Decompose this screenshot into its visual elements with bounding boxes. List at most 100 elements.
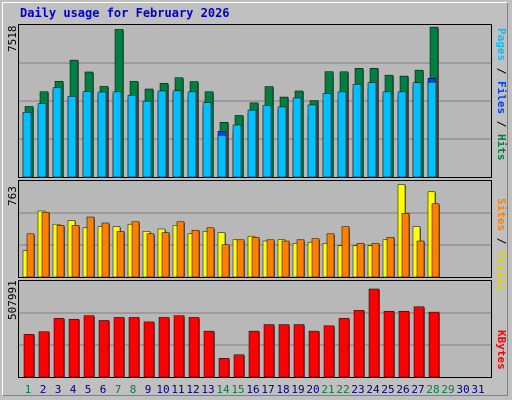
pages-bar [397,91,407,178]
day-label: 1 [24,383,32,396]
day-label: 7 [114,383,122,396]
kbytes-bar [218,358,230,378]
sites-bar [236,239,245,278]
day-label: 26 [396,383,410,396]
day-label: 23 [351,383,365,396]
day-label: 17 [261,383,275,396]
sites-bar [146,233,155,278]
kbytes-bar [413,306,425,378]
day-label: 28 [426,383,440,396]
sites-bar [191,229,200,278]
day-label: 20 [306,383,320,396]
pages-bar [352,84,362,178]
pages-bar [262,105,272,178]
pages-bar [112,91,122,178]
day-label: 8 [129,383,137,396]
pages-bar [157,90,167,178]
kbytes-bar [83,315,95,378]
pages-bar [22,111,32,178]
day-label: 22 [336,383,350,396]
pages-bar [217,134,227,178]
pages-bar [232,124,242,178]
pages-bar [37,103,47,178]
pages-bar [82,91,92,178]
sites-bar [311,238,320,278]
sites-bar [386,237,395,278]
sites-bar [26,233,35,278]
sites-bar [326,233,335,278]
day-label: 3 [54,383,62,396]
kbytes-bar [128,317,140,378]
pages-bar [307,104,317,178]
kbytes-bar [263,324,275,378]
day-label: 5 [84,383,92,396]
sites-bar [371,243,380,278]
sites-bar [221,244,230,278]
kbytes-bar [158,317,170,378]
pages-bar [322,93,332,178]
kbytes-bar [308,330,320,378]
pages-bar [202,102,212,178]
kbytes-bar [38,331,50,378]
pages-bar [67,96,77,178]
day-label: 27 [411,383,425,396]
day-label: 11 [171,383,185,396]
day-label: 12 [186,383,200,396]
day-label: 18 [276,383,290,396]
sites-bar [341,226,350,278]
pages-bar [97,91,107,178]
day-label: 13 [201,383,215,396]
day-label: 10 [156,383,170,396]
day-label: 6 [99,383,107,396]
sites-bar [416,240,425,278]
outer-frame [2,2,508,396]
kbytes-bar [113,317,125,378]
day-label: 15 [231,383,245,396]
day-label: 9 [144,383,152,396]
pages-bar [187,91,197,178]
chart-title: Daily usage for February 2026 [20,6,230,20]
sites-bar [251,237,260,278]
sites-bar [176,221,185,278]
sites-bar [41,211,50,278]
pages-bar [142,100,152,178]
pages-bar [247,109,257,178]
pages-bar [412,82,422,178]
sites-bar [356,243,365,278]
kbytes-bar [68,318,80,378]
kbytes-bar [293,324,305,378]
day-label: 14 [216,383,230,396]
day-label: 16 [246,383,260,396]
kbytes-bar [173,315,185,378]
sites-bar [116,231,125,278]
sites-bar [86,216,95,278]
pages-bar [337,91,347,178]
sites-bar [206,227,215,278]
pages-bar [52,87,62,178]
pages-bar [367,82,377,178]
sites-bar [431,203,440,278]
kbytes-bar [428,311,440,378]
sites-bar [131,221,140,278]
kbytes-bar [398,310,410,378]
sites-bar [401,213,410,278]
sites-bar [266,239,275,278]
kbytes-bar [188,317,200,378]
kbytes-bar [368,288,380,378]
day-label: 19 [291,383,305,396]
kbytes-bar [248,330,260,378]
sites-bar [281,240,290,278]
day-label: 21 [321,383,335,396]
kbytes-bar [338,318,350,378]
day-label: 30 [456,383,470,396]
pages-bar [292,97,302,178]
pages-bar [127,94,137,178]
pages-bar [382,91,392,178]
day-label: 31 [471,383,485,396]
kbytes-bar [143,321,155,378]
pages-bar [427,81,437,178]
day-label: 29 [441,383,455,396]
sites-bar [296,239,305,278]
